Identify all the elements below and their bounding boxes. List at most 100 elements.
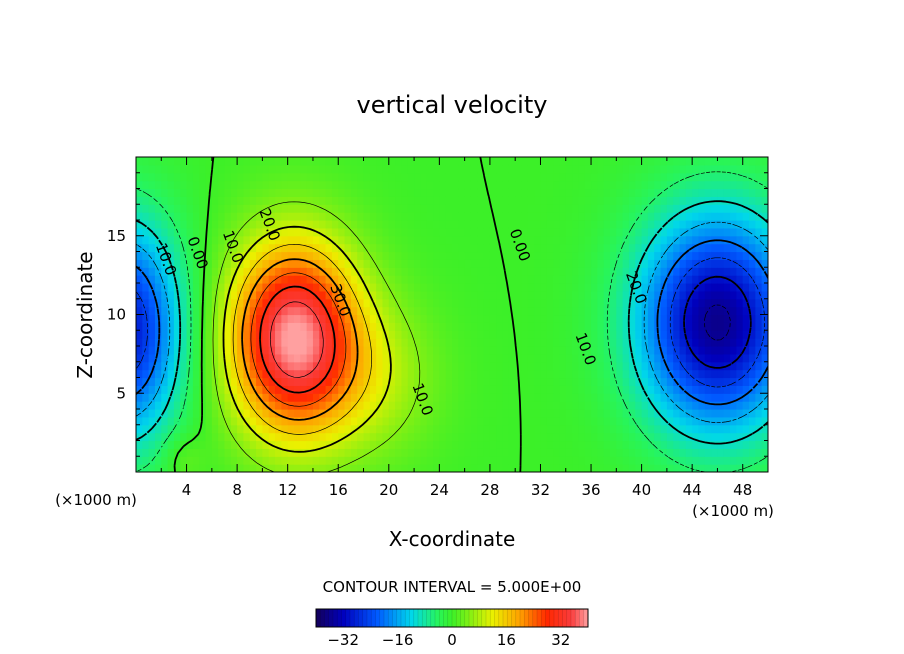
heat-cell xyxy=(338,251,346,260)
heat-cell xyxy=(363,314,371,323)
colorbar-swatch xyxy=(464,609,470,627)
heat-cell xyxy=(312,330,320,339)
heat-cell xyxy=(199,212,207,221)
heat-cell xyxy=(401,424,409,434)
heat-cell xyxy=(211,322,219,331)
heat-cell xyxy=(281,409,289,418)
heat-cell xyxy=(730,164,737,174)
heat-cell xyxy=(262,353,270,363)
heat-cell xyxy=(458,361,466,371)
heat-cell xyxy=(180,243,188,253)
heat-cell xyxy=(470,275,478,284)
heat-cell xyxy=(698,393,706,402)
heat-cell xyxy=(603,393,611,402)
heat-cell xyxy=(142,464,150,472)
heat-cell xyxy=(192,196,200,205)
heat-cell xyxy=(249,322,257,331)
heat-cell xyxy=(578,393,586,402)
heat-cell xyxy=(717,275,725,284)
heat-cell xyxy=(584,377,592,386)
heat-cell xyxy=(458,275,466,284)
heat-cell xyxy=(502,385,510,394)
heat-cell xyxy=(136,259,143,268)
heat-cell xyxy=(376,456,384,465)
heat-cell xyxy=(331,353,339,363)
heat-cell xyxy=(350,361,358,371)
heat-cell xyxy=(256,377,263,386)
heat-cell xyxy=(167,369,175,379)
heat-cell xyxy=(414,267,421,276)
heat-cell xyxy=(647,164,655,174)
heat-cell xyxy=(717,377,725,386)
heat-cell xyxy=(515,164,523,174)
heat-cell xyxy=(186,464,194,472)
heat-cell xyxy=(256,164,263,174)
heat-cell xyxy=(243,259,251,268)
heat-cell xyxy=(243,227,251,237)
heat-cell xyxy=(496,298,504,308)
heat-cell xyxy=(136,290,143,300)
heat-cell xyxy=(546,448,554,457)
heat-cell xyxy=(192,251,200,260)
heat-cell xyxy=(553,369,561,379)
heat-cell xyxy=(161,212,169,221)
heat-cell xyxy=(496,369,504,379)
heat-cell xyxy=(452,290,459,300)
heat-cell xyxy=(376,227,384,237)
heat-cell xyxy=(565,235,573,245)
heat-cell xyxy=(325,259,333,268)
heat-cell xyxy=(597,346,605,355)
heat-cell xyxy=(666,251,674,260)
heat-cell xyxy=(452,157,459,166)
heat-cell xyxy=(654,464,662,472)
heat-cell xyxy=(730,385,737,394)
heat-cell xyxy=(249,227,257,237)
heat-cell xyxy=(666,409,674,418)
heat-cell xyxy=(161,409,169,418)
heat-cell xyxy=(281,180,289,190)
heat-cell xyxy=(237,306,245,316)
heat-cell xyxy=(395,251,403,260)
heat-cell xyxy=(256,314,263,323)
heat-cell xyxy=(294,220,301,229)
heat-cell xyxy=(464,440,472,449)
heat-cell xyxy=(572,361,579,371)
heat-cell xyxy=(414,448,421,457)
heat-cell xyxy=(666,401,674,410)
heat-cell xyxy=(148,432,156,442)
heat-cell xyxy=(148,220,156,229)
heat-cell xyxy=(237,385,245,394)
heat-cell xyxy=(666,212,674,221)
heat-cell xyxy=(211,385,219,394)
heat-cell xyxy=(761,346,768,355)
heat-cell xyxy=(167,283,175,292)
heat-cell xyxy=(382,164,390,174)
heat-cell xyxy=(376,212,384,221)
heat-cell xyxy=(249,220,257,229)
heat-cell xyxy=(211,338,219,347)
heat-cell xyxy=(218,298,226,308)
heat-cell xyxy=(477,227,485,237)
heat-cell xyxy=(559,385,567,394)
heat-cell xyxy=(452,440,459,449)
heat-cell xyxy=(306,448,314,457)
heat-cell xyxy=(502,353,510,363)
heat-cell xyxy=(477,369,485,379)
heat-cell xyxy=(572,235,579,245)
heat-cell xyxy=(584,416,592,426)
heat-cell xyxy=(628,188,636,197)
heat-cell xyxy=(521,164,529,174)
heat-cell xyxy=(521,204,529,213)
heat-cell xyxy=(610,409,617,418)
heat-cell xyxy=(540,259,548,268)
heat-cell xyxy=(319,416,327,426)
heat-cell xyxy=(148,306,156,316)
heat-cell xyxy=(515,432,523,442)
heat-cell xyxy=(502,440,510,449)
heat-cell xyxy=(306,361,314,371)
heat-cell xyxy=(199,267,207,276)
heat-cell xyxy=(395,157,403,166)
heat-cell xyxy=(572,243,579,253)
heat-cell xyxy=(685,267,693,276)
heat-cell xyxy=(723,306,731,316)
